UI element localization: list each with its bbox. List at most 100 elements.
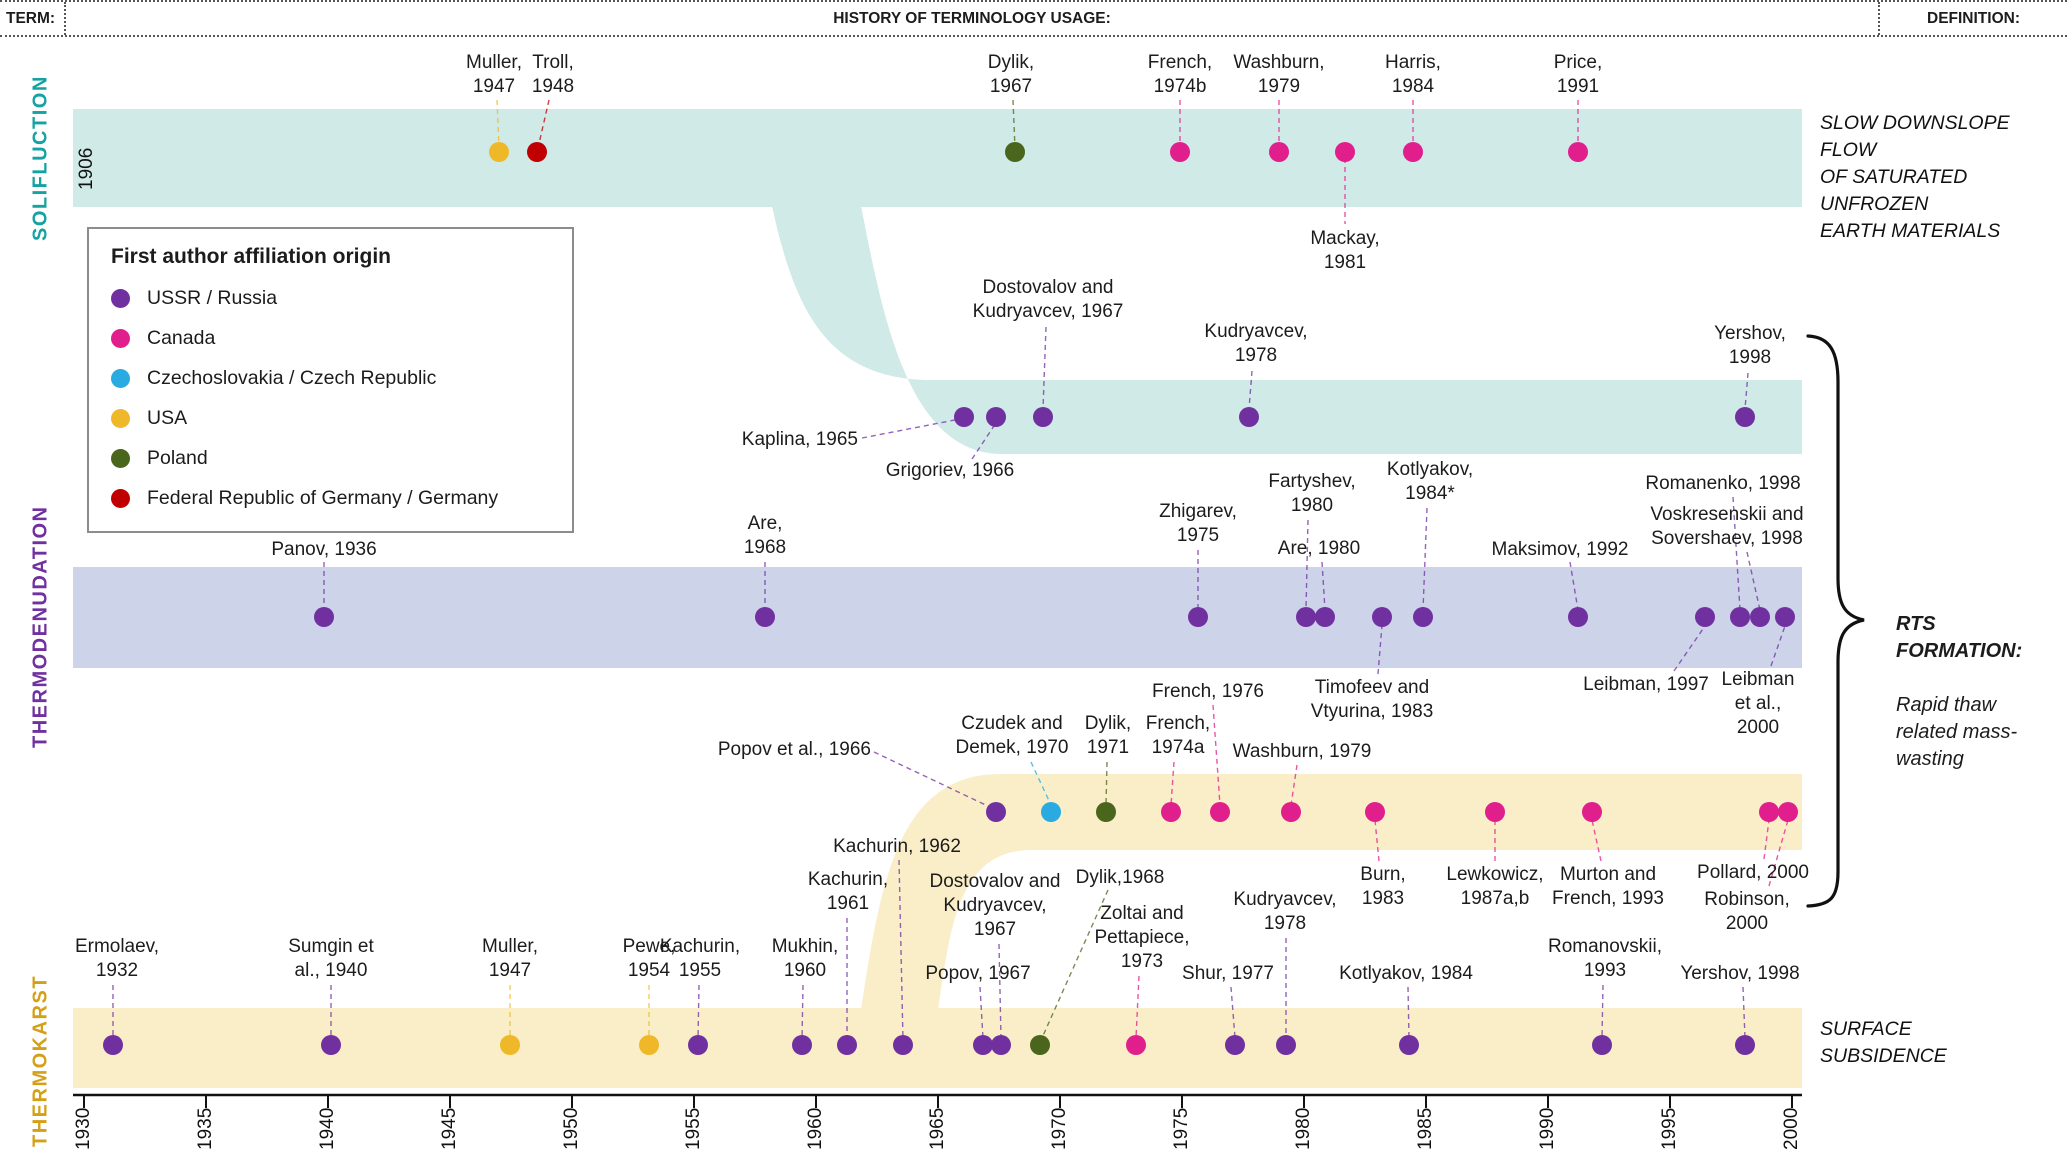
citation-label: Muller, 1947 bbox=[466, 52, 522, 97]
data-point bbox=[321, 1035, 341, 1055]
data-point bbox=[792, 1035, 812, 1055]
data-point bbox=[1399, 1035, 1419, 1055]
legend-swatch-icon bbox=[111, 369, 130, 388]
leader-line bbox=[1321, 561, 1326, 611]
term-label-thermokarst: THERMOKARST bbox=[29, 974, 52, 1148]
citation-label: Washburn, 1979 bbox=[1232, 741, 1372, 762]
citation-label: Popov, 1967 bbox=[925, 963, 1031, 984]
leader-line bbox=[1042, 326, 1047, 410]
term-label-solifluction: SOLIFLUCTION bbox=[29, 75, 52, 241]
data-point bbox=[500, 1035, 520, 1055]
citation-label: Price, 1991 bbox=[1553, 52, 1603, 97]
citation-label: Timofeev and Vtyurina, 1983 bbox=[1310, 677, 1434, 722]
data-point bbox=[688, 1035, 708, 1055]
leader-line bbox=[1591, 819, 1602, 862]
citation-label: Kaplina, 1965 bbox=[741, 429, 858, 450]
legend-title: First author affiliation origin bbox=[111, 245, 391, 268]
leader-line bbox=[1744, 372, 1749, 410]
data-point bbox=[1170, 142, 1190, 162]
data-point bbox=[1188, 607, 1208, 627]
citation-label: Dostovalov and Kudryavcev, 1967 bbox=[972, 277, 1124, 322]
citation-label: Pollard, 2000 bbox=[1697, 862, 1809, 883]
data-point bbox=[1315, 607, 1335, 627]
data-point bbox=[1335, 142, 1355, 162]
term-header-label: TERM: bbox=[6, 9, 56, 27]
citation-label: French, 1976 bbox=[1152, 681, 1264, 702]
leader-line bbox=[1012, 99, 1016, 149]
leader-line bbox=[1030, 761, 1052, 806]
data-point bbox=[1041, 802, 1061, 822]
data-point bbox=[1695, 607, 1715, 627]
data-point bbox=[1592, 1035, 1612, 1055]
citation-label: Murton and French, 1993 bbox=[1552, 864, 1664, 909]
citation-label: Romanovskii, 1993 bbox=[1547, 936, 1663, 981]
axis-year-label: 1965 bbox=[927, 1107, 948, 1150]
leader-line bbox=[998, 943, 1002, 1039]
axis-year-label: 1995 bbox=[1659, 1107, 1680, 1150]
citation-label: Leibman, 1997 bbox=[1583, 674, 1709, 695]
axis-year-label: 1945 bbox=[439, 1107, 460, 1150]
data-point bbox=[1296, 607, 1316, 627]
data-point bbox=[1413, 607, 1433, 627]
axis-year-label: 1970 bbox=[1049, 1107, 1070, 1150]
data-point bbox=[1568, 607, 1588, 627]
data-point bbox=[1161, 802, 1181, 822]
leader-line bbox=[496, 99, 500, 149]
axis-year-label: 1990 bbox=[1537, 1107, 1558, 1150]
data-point bbox=[755, 607, 775, 627]
leader-line bbox=[1135, 975, 1140, 1039]
citation-label: Ermolaev, 1932 bbox=[74, 936, 160, 981]
citation-label: Shur, 1977 bbox=[1182, 963, 1274, 984]
term-label-thermodenudation: THERMODENUDATION bbox=[29, 505, 52, 749]
thermodenudation-band bbox=[73, 567, 1802, 668]
citation-label: Lewkowicz, 1987a,b bbox=[1446, 864, 1544, 909]
leader-line bbox=[1746, 551, 1761, 611]
legend-item-label: USA bbox=[147, 407, 188, 429]
data-point bbox=[1778, 802, 1798, 822]
leader-line bbox=[1041, 889, 1109, 1039]
leader-line bbox=[1763, 819, 1770, 860]
definition-header-label: DEFINITION: bbox=[1927, 9, 2020, 27]
data-point bbox=[1033, 407, 1053, 427]
citation-label: Yershov, 1998 bbox=[1680, 963, 1800, 984]
data-point bbox=[1210, 802, 1230, 822]
legend-item-label: USSR / Russia bbox=[147, 287, 278, 309]
data-point bbox=[1126, 1035, 1146, 1055]
data-points-group bbox=[103, 142, 1798, 1055]
data-point bbox=[893, 1035, 913, 1055]
solifluction-definition: SLOW DOWNSLOPE FLOW OF SATURATED UNFROZE… bbox=[1820, 112, 2010, 242]
citation-label: Pewe, 1954 bbox=[622, 936, 676, 981]
data-point bbox=[1030, 1035, 1050, 1055]
leader-line bbox=[1768, 819, 1789, 887]
data-point bbox=[837, 1035, 857, 1055]
citation-label: Dylik, 1971 bbox=[1084, 713, 1132, 758]
citation-label: Mackay, 1981 bbox=[1310, 228, 1380, 273]
data-point bbox=[1735, 407, 1755, 427]
leader-line bbox=[1374, 819, 1380, 862]
data-point bbox=[1365, 802, 1385, 822]
rts-brace bbox=[1806, 334, 1865, 908]
legend-items: USSR / Russia Canada Czechoslovakia / Czec… bbox=[111, 287, 572, 510]
citation-label: Harris, 1984 bbox=[1385, 52, 1441, 97]
citation-label: Yershov, 1998 bbox=[1714, 323, 1786, 368]
leader-line bbox=[1673, 625, 1706, 672]
solifluction-start-year: 1906 bbox=[76, 147, 97, 190]
citation-label: Are, 1968 bbox=[743, 513, 787, 558]
data-point bbox=[1239, 407, 1259, 427]
leader-line bbox=[1105, 761, 1108, 806]
solifluction-branch-band bbox=[772, 206, 1802, 454]
axis-year-label: 1950 bbox=[561, 1107, 582, 1150]
legend-item-label: Federal Republic of Germany / Germany bbox=[147, 487, 499, 509]
data-point bbox=[1582, 802, 1602, 822]
legend-item: USSR / Russia bbox=[111, 287, 572, 310]
data-point bbox=[639, 1035, 659, 1055]
solifluction-band bbox=[73, 109, 1802, 207]
data-point bbox=[489, 142, 509, 162]
data-point bbox=[991, 1035, 1011, 1055]
leader-line bbox=[801, 984, 804, 1041]
legend-swatch-icon bbox=[111, 409, 130, 428]
axis-year-label: 1985 bbox=[1415, 1107, 1436, 1150]
citation-label: Zhigarev, 1975 bbox=[1159, 501, 1237, 546]
citation-label: Voskresenskii and Sovershaev, 1998 bbox=[1650, 504, 1804, 549]
